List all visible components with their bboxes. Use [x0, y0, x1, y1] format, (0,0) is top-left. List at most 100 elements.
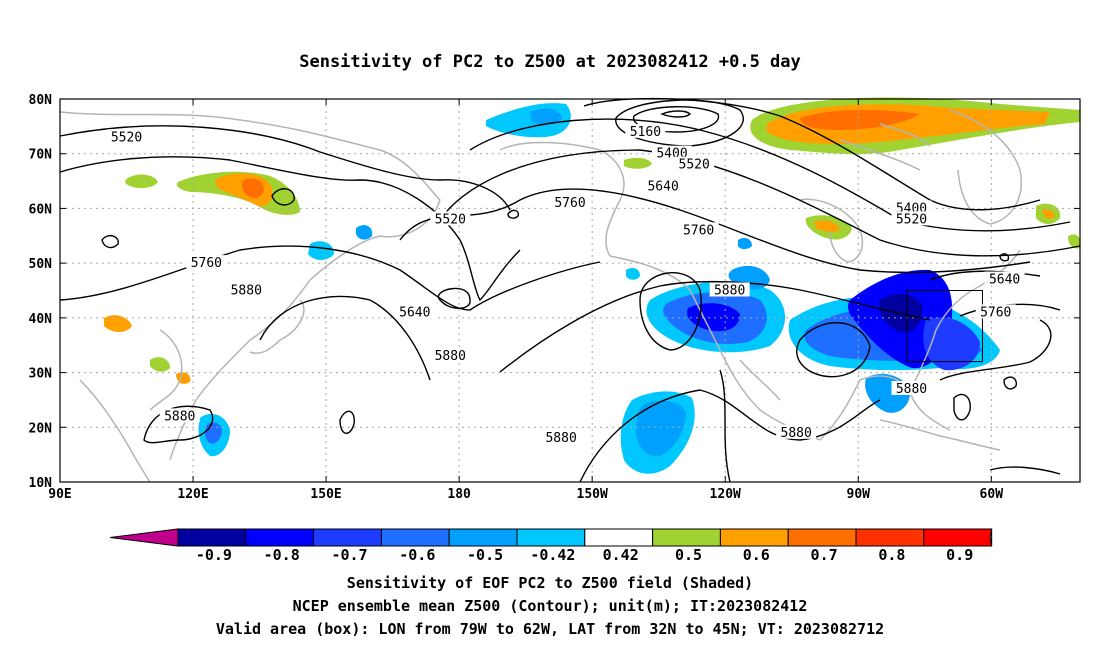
- x-tick-label: 150E: [310, 487, 341, 502]
- contour-label: 5880: [545, 431, 576, 446]
- colorbar-label: 0.6: [743, 546, 770, 564]
- shade-positive-hudson-core: [814, 220, 840, 233]
- shade-positive-europe: [1068, 234, 1081, 249]
- contour-labels: 5520564051605400552056405760552057605400…: [106, 123, 1025, 446]
- x-axis-labels: 90E 120E 150E 180 150W 120W 90W 60W: [48, 487, 1003, 502]
- x-tick-label: 120E: [177, 487, 208, 502]
- contour-small-bering: [999, 253, 1010, 262]
- y-tick-label: 70N: [29, 148, 53, 163]
- contour-label-bg: [674, 156, 715, 171]
- contour-small-pacific: [339, 410, 355, 434]
- colorbar-high-triangle: [989, 528, 993, 547]
- shade-negative-subtropical-pacific-mid: [636, 400, 686, 457]
- colorbar-label: -0.9: [196, 546, 232, 564]
- contour-label-bg: [159, 408, 200, 423]
- colorbar-swatch: [448, 528, 518, 547]
- contour-label-bg: [394, 304, 435, 319]
- coast-indochina: [79, 379, 151, 483]
- map-panel: 5520564051605400552056405760552057605400…: [29, 93, 1081, 502]
- x-tick-label: 60W: [980, 487, 1004, 502]
- y-tick-label: 30N: [29, 367, 53, 382]
- contour-label: 5640: [399, 305, 430, 320]
- coast-caribbean: [879, 419, 1001, 451]
- contour-label: 5520: [435, 212, 466, 227]
- contour-label: 5760: [554, 196, 585, 211]
- x-tick-label: 90E: [48, 487, 71, 502]
- contour-label-bg: [984, 271, 1025, 286]
- contour-5640-east: [929, 270, 1041, 281]
- shade-positive-bering: [624, 157, 652, 169]
- contour-label-bg: [652, 145, 692, 160]
- caption-line1: Sensitivity of EOF PC2 to Z500 field (Sh…: [347, 574, 753, 592]
- colorbar-label: 0.9: [946, 546, 973, 564]
- shade-positive-china: [150, 357, 170, 372]
- contour-5520-asia: [59, 125, 511, 211]
- y-tick-label: 60N: [29, 202, 53, 217]
- coastlines: [59, 109, 1022, 483]
- contour-small-atlantic-2: [1003, 376, 1018, 390]
- contour-5760-asia: [59, 245, 601, 311]
- colorbar-swatch: [652, 528, 721, 547]
- contour-label-bg: [550, 194, 590, 209]
- contour-small-siberia: [101, 234, 119, 249]
- contour-5880-central-america: [719, 369, 731, 483]
- contour-5760-n: [399, 188, 1031, 274]
- contour-5880-east-tail: [989, 466, 1061, 475]
- coast-greenland: [949, 109, 1022, 225]
- contour-label-bg: [678, 222, 719, 237]
- colorbar-swatch: [584, 528, 654, 547]
- y-tick-label: 80N: [29, 93, 53, 108]
- colorbar-swatch: [245, 528, 315, 547]
- colorbar-label: -0.8: [264, 546, 300, 564]
- contour-label-bg: [975, 304, 1016, 319]
- colorbar-swatch: [177, 528, 247, 547]
- contour-5880-asia: [259, 295, 431, 381]
- sensitivity-shading: [104, 97, 1081, 474]
- x-tick-label: 120W: [710, 487, 741, 502]
- contour-label: 5880: [896, 382, 927, 397]
- contour-5880-east: [796, 322, 871, 378]
- coast-asia-north: [59, 111, 441, 201]
- z500-contours: [59, 97, 1081, 483]
- coast-korea-china: [149, 329, 183, 411]
- contour-label-bg: [891, 200, 932, 215]
- colorbar-label: 0.8: [878, 546, 905, 564]
- colorbar-label: -0.6: [399, 546, 435, 564]
- colorbar-label: -0.42: [530, 546, 575, 564]
- caption-line2: NCEP ensemble mean Z500 (Contour); unit(…: [293, 597, 808, 615]
- colorbar-swatch: [855, 528, 925, 547]
- coast-hudson: [799, 198, 864, 263]
- contour-label: 5760: [191, 256, 222, 271]
- contour-label: 5520: [679, 158, 710, 173]
- contour-label: 5640: [647, 180, 678, 195]
- contour-5160-inner: [660, 110, 691, 118]
- contour-label-bg: [226, 282, 267, 297]
- contour-5880-atlantic: [939, 319, 1052, 381]
- contour-label: 5880: [714, 284, 745, 299]
- y-tick-label: 50N: [29, 257, 53, 272]
- colorbar-label: -0.5: [467, 546, 503, 564]
- colorbar-swatch: [380, 528, 450, 547]
- colorbar-swatch: [516, 528, 586, 547]
- x-tick-label: 90W: [847, 487, 871, 502]
- colorbar-label: 0.7: [811, 546, 838, 564]
- colorbar-swatch: [313, 528, 382, 547]
- colorbar-label: 0.42: [603, 546, 639, 564]
- shade-negative-bering-core: [530, 108, 562, 125]
- coast-alaska: [499, 141, 625, 257]
- contour-label-bg: [186, 255, 227, 270]
- contour-small-kamchatka: [271, 188, 295, 206]
- map-title: Sensitivity of PC2 to Z500 at 2023082412…: [299, 52, 801, 72]
- colorbar-label: -0.7: [331, 546, 367, 564]
- contour-label: 5760: [980, 305, 1011, 320]
- contour-label-bg: [891, 380, 932, 395]
- valid-area-box: [906, 290, 983, 363]
- contour-label: 5520: [896, 212, 927, 227]
- contour-label-bg: [430, 211, 471, 226]
- shade-negative-alaska-gulf: [738, 238, 752, 249]
- shade-positive-siberia-peak: [241, 178, 264, 198]
- colorbar-labels: -0.9 -0.8 -0.7 -0.6 -0.5 -0.42 0.42 0.5 0.6 0.7 0.…: [196, 546, 973, 564]
- y-tick-label: 10N: [29, 476, 53, 491]
- colorbar-swatch: [787, 528, 857, 547]
